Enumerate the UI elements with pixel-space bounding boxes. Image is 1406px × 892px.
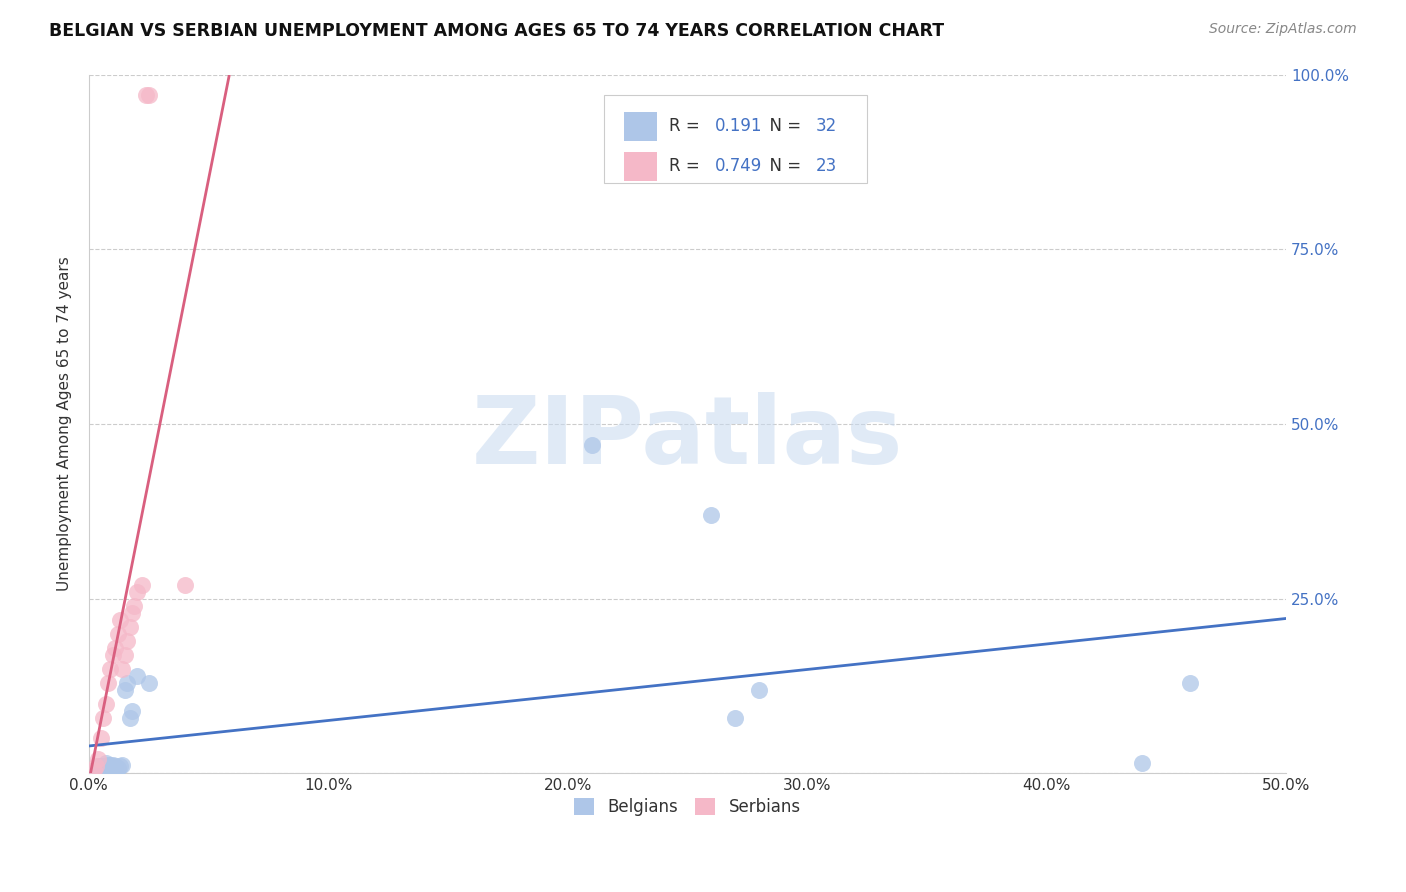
Text: R =: R = (669, 117, 706, 136)
Point (118, 620, 141, 634)
Point (124, 599, 146, 613)
Point (125, 668, 148, 682)
Point (114, 648, 136, 662)
Text: N =: N = (759, 117, 807, 136)
Point (131, 578, 153, 592)
Point (121, 704, 143, 718)
Point (135, 88, 157, 103)
Point (1180, 675, 1202, 690)
Point (87, 752, 110, 766)
Point (83, 763, 105, 777)
Text: BELGIAN VS SERBIAN UNEMPLOYMENT AMONG AGES 65 TO 74 YEARS CORRELATION CHART: BELGIAN VS SERBIAN UNEMPLOYMENT AMONG AG… (49, 22, 945, 40)
Point (173, 578, 195, 592)
Point (101, 763, 124, 777)
Point (87, 761, 110, 775)
Text: N =: N = (759, 157, 807, 176)
Text: 0.749: 0.749 (714, 157, 762, 176)
Y-axis label: Unemployment Among Ages 65 to 74 years: Unemployment Among Ages 65 to 74 years (58, 257, 72, 591)
Point (111, 662, 134, 676)
Point (84, 763, 107, 777)
Point (94, 697, 117, 711)
Point (87, 759, 110, 773)
Point (1130, 756, 1153, 770)
Point (94, 756, 117, 770)
Point (104, 759, 127, 773)
Text: 23: 23 (815, 157, 837, 176)
Point (91, 762, 114, 776)
Point (108, 759, 131, 773)
Point (90, 731, 112, 746)
Point (107, 626, 129, 640)
Point (90, 763, 112, 777)
Point (91, 759, 114, 773)
Point (97, 675, 120, 690)
Point (581, 438, 603, 452)
Point (138, 88, 160, 103)
Bar (624, 112, 658, 141)
Point (114, 682, 136, 697)
Point (107, 761, 129, 775)
Point (121, 606, 143, 620)
Point (108, 613, 131, 627)
Point (91, 710, 114, 724)
Point (101, 648, 124, 662)
Point (100, 761, 122, 775)
Point (111, 758, 134, 772)
Point (748, 682, 770, 697)
Point (115, 633, 138, 648)
Text: Source: ZipAtlas.com: Source: ZipAtlas.com (1209, 22, 1357, 37)
Point (90, 759, 112, 773)
Point (138, 675, 160, 690)
Legend: Belgians, Serbians: Belgians, Serbians (567, 789, 808, 824)
Text: ZIPatlas: ZIPatlas (472, 392, 903, 484)
Point (125, 584, 148, 599)
Text: R =: R = (669, 157, 706, 176)
Point (100, 758, 122, 772)
Text: 32: 32 (815, 117, 837, 136)
Bar (624, 152, 658, 181)
Point (97, 758, 120, 772)
Point (100, 662, 122, 676)
Point (118, 710, 141, 724)
Point (83, 763, 105, 777)
Point (115, 675, 138, 690)
Point (97, 763, 120, 777)
FancyBboxPatch shape (603, 95, 868, 183)
Point (84, 759, 107, 773)
Point (94, 759, 117, 773)
Point (104, 640, 127, 655)
Point (101, 758, 124, 772)
Point (700, 508, 723, 522)
Text: 0.191: 0.191 (714, 117, 762, 136)
Point (724, 710, 747, 724)
